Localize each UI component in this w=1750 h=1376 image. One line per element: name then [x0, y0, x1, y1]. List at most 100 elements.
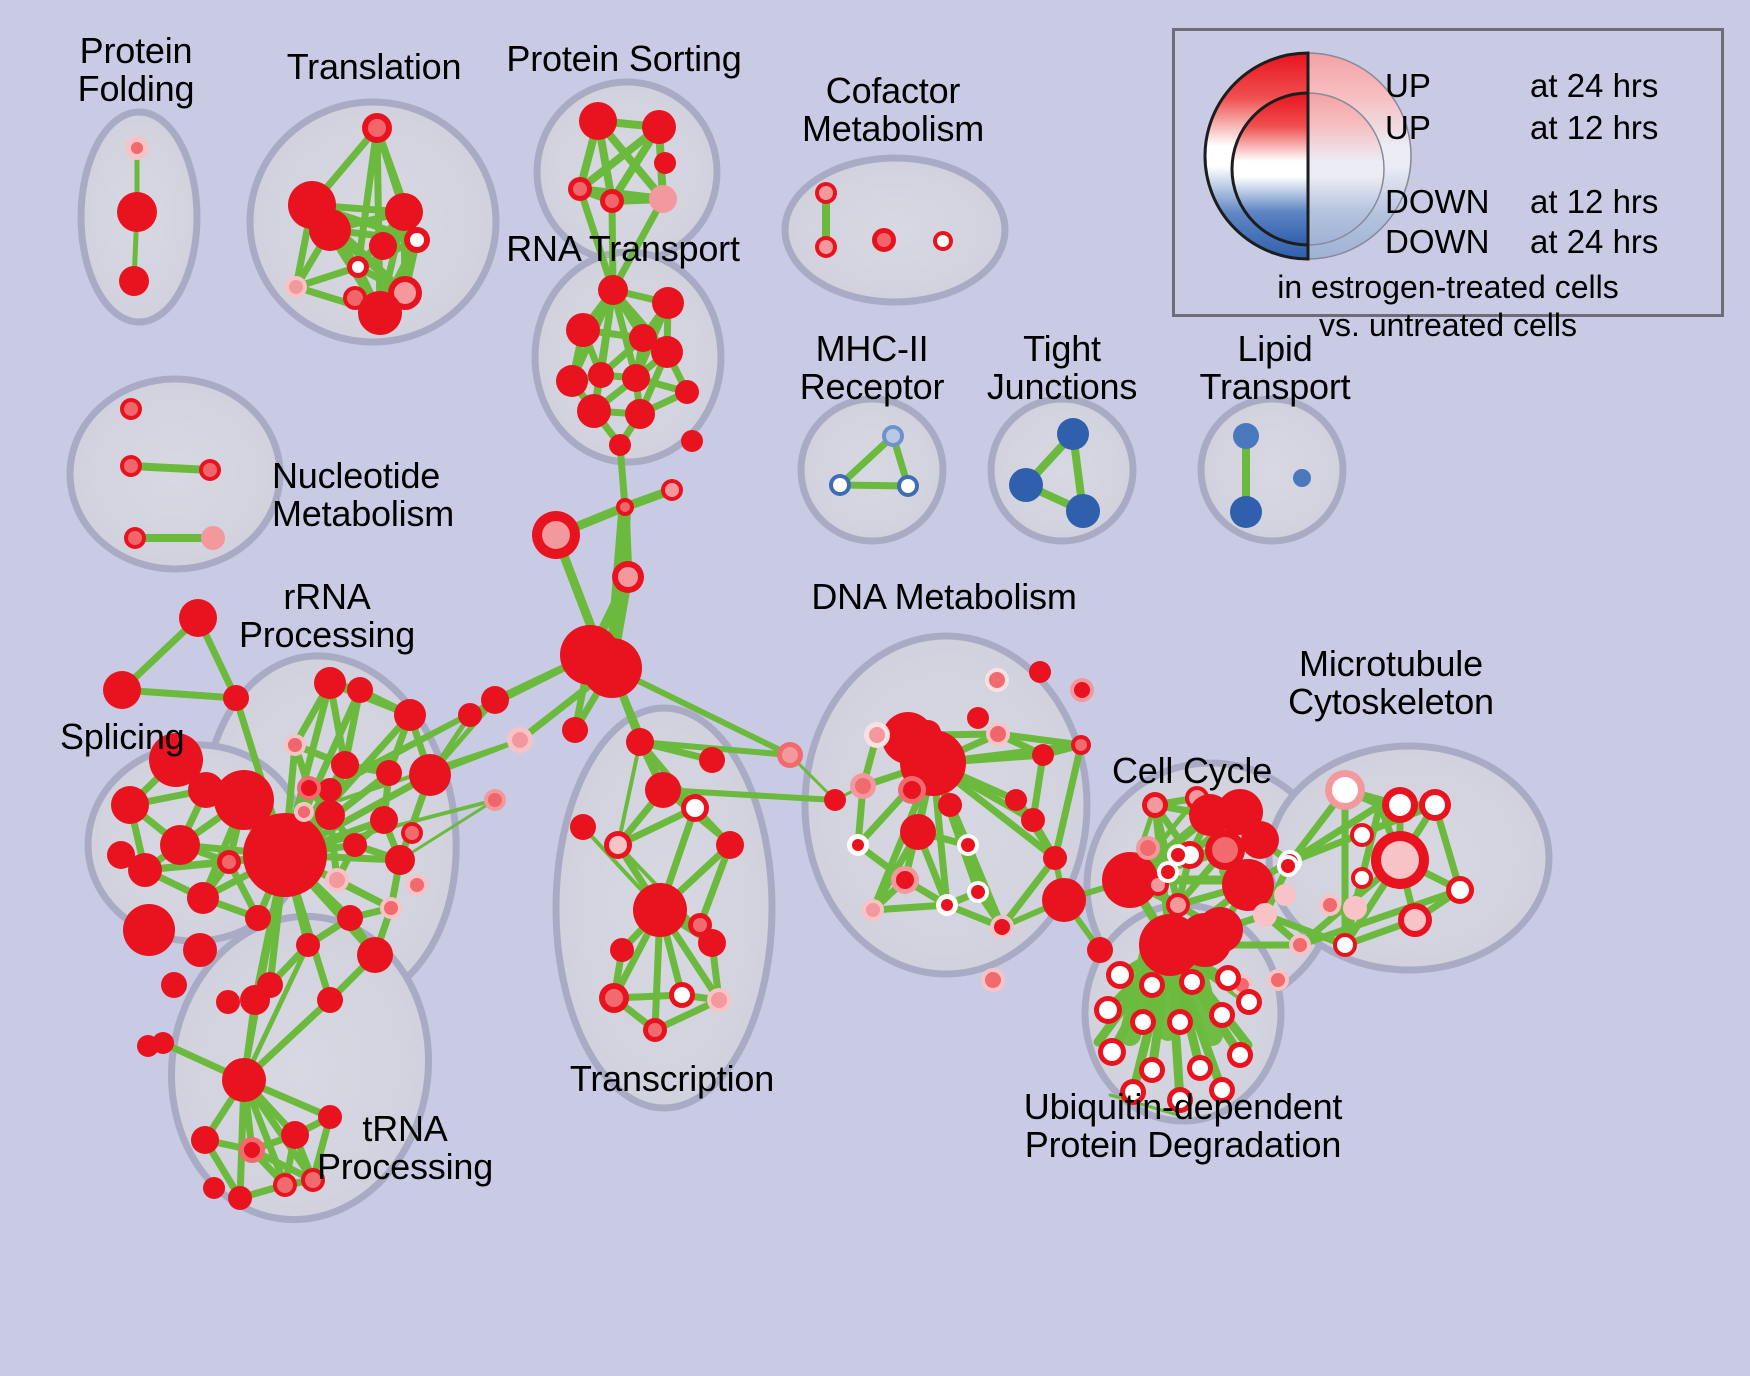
node [1157, 861, 1179, 883]
cluster-label-translation: Translation [286, 46, 462, 87]
network-nodes [103, 102, 1474, 1210]
blob-nucleotide [66, 375, 284, 573]
node [380, 897, 402, 919]
node [938, 793, 962, 817]
node [243, 813, 327, 897]
legend-node-diagram [1203, 51, 1412, 261]
node [216, 990, 240, 1014]
node [1233, 423, 1259, 449]
node [297, 776, 321, 800]
node [626, 728, 654, 756]
node [301, 1168, 325, 1192]
node [160, 825, 200, 865]
legend-footer-line1: in estrogen-treated cells [1277, 269, 1619, 305]
legend-row-0-state: UP [1385, 67, 1431, 104]
node [1209, 1077, 1235, 1103]
node [120, 398, 142, 420]
node [187, 882, 219, 914]
node [1139, 1057, 1165, 1083]
node [343, 833, 367, 857]
node [223, 685, 249, 711]
node [214, 770, 274, 830]
node [862, 899, 884, 921]
node [933, 231, 953, 251]
node [357, 937, 393, 973]
node [1136, 836, 1160, 860]
node [898, 776, 926, 804]
node [625, 399, 655, 429]
node [629, 324, 657, 352]
node [1071, 735, 1091, 755]
cluster-label-protein-folding: Protein Folding [77, 30, 195, 110]
node [273, 1173, 297, 1197]
node [847, 834, 869, 856]
blob-lipid-transport [1197, 395, 1347, 545]
node [1350, 823, 1374, 847]
node [1179, 969, 1205, 995]
node [598, 275, 628, 305]
node [369, 232, 397, 260]
node [642, 110, 676, 144]
node [331, 751, 359, 779]
legend-row-0-time: at 24 hrs [1530, 67, 1659, 104]
node [1120, 1079, 1146, 1105]
node [1293, 469, 1311, 487]
node [1227, 1042, 1253, 1068]
legend-row-3-time: at 24 hrs [1530, 223, 1659, 260]
node [1343, 896, 1367, 920]
legend-row-2-time: at 12 hrs [1530, 183, 1659, 220]
node [1167, 1087, 1193, 1113]
node [1236, 989, 1262, 1015]
node [562, 717, 588, 743]
node [532, 511, 580, 559]
node [1419, 789, 1451, 821]
node [829, 474, 851, 496]
node [1371, 831, 1429, 889]
node [161, 972, 187, 998]
node [347, 256, 369, 278]
node [191, 1126, 219, 1154]
node [1289, 934, 1311, 956]
node [401, 822, 423, 844]
node [556, 365, 588, 397]
node [315, 800, 345, 830]
node [394, 699, 426, 731]
node [362, 113, 392, 143]
blob-mhc2 [797, 395, 947, 545]
cluster-label-cell-cycle: Cell Cycle [1111, 750, 1273, 791]
node [1167, 844, 1189, 866]
node [120, 455, 142, 477]
node [149, 733, 203, 787]
node [1230, 496, 1262, 528]
node [1277, 855, 1299, 877]
node [1021, 808, 1045, 832]
node [1325, 770, 1365, 810]
node [936, 894, 958, 916]
node [376, 760, 402, 786]
node [1187, 1055, 1213, 1081]
legend-row-2-state: DOWN [1385, 183, 1490, 220]
node [815, 182, 837, 204]
node [986, 722, 1010, 746]
node [111, 786, 149, 824]
node [1274, 884, 1296, 906]
node [651, 336, 683, 368]
node [309, 209, 351, 251]
node [128, 853, 162, 887]
blob-cofactor [781, 154, 1009, 306]
node [1382, 787, 1418, 823]
node [604, 831, 632, 859]
node [228, 1186, 252, 1210]
node [314, 667, 346, 699]
node [699, 747, 725, 773]
cluster-label-rna-transport: RNA Transport [506, 228, 740, 269]
node [507, 727, 533, 753]
node [570, 814, 596, 840]
node [675, 380, 699, 404]
legend-row-1-state: UP [1385, 109, 1431, 146]
node [240, 985, 270, 1015]
node [610, 938, 634, 962]
node [1222, 859, 1274, 911]
node [124, 527, 146, 549]
